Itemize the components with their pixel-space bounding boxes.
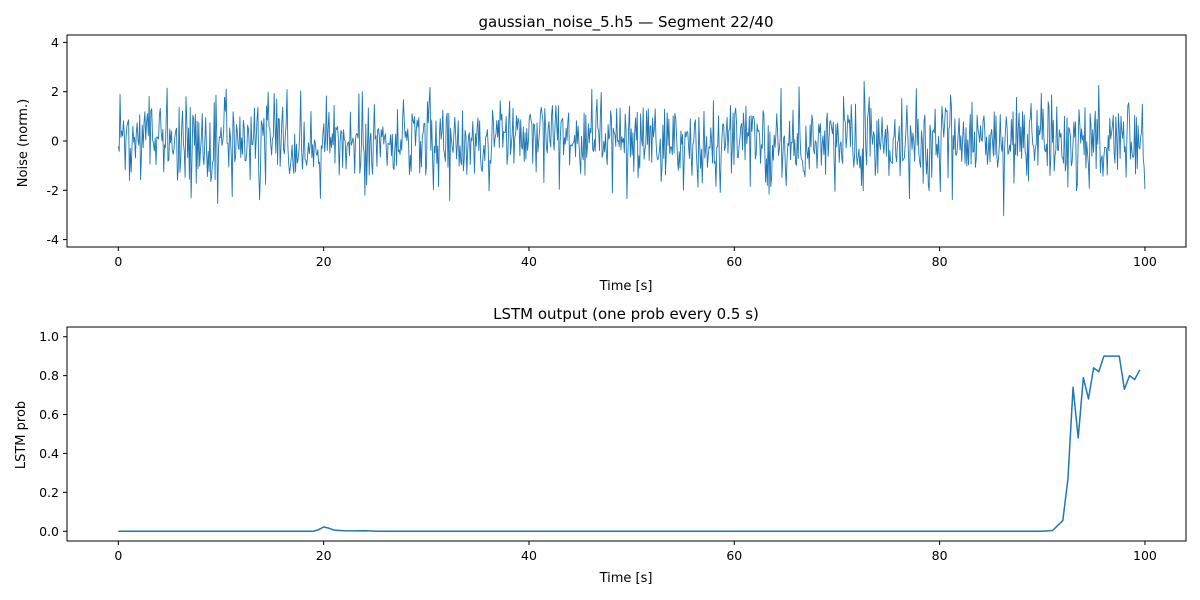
lstm-x-tick-label: 40	[521, 548, 537, 563]
lstm-y-tick-label: 0.6	[39, 407, 59, 422]
lstm-chart-title: LSTM output (one prob every 0.5 s)	[493, 305, 759, 323]
lstm-y-tick-label: 0.0	[39, 524, 59, 539]
lstm-x-tick-label: 0	[114, 548, 122, 563]
noise-x-tick-label: 20	[316, 254, 332, 269]
lstm-y-tick-label: 1.0	[39, 329, 59, 344]
noise-y-tick-label: -2	[47, 183, 59, 198]
lstm-y-tick-label: 0.2	[39, 485, 59, 500]
noise-x-tick-label: 60	[726, 254, 742, 269]
lstm-y-axis-label: LSTM prob	[14, 401, 29, 469]
noise-x-tick-label: 0	[114, 254, 122, 269]
lstm-series-line	[118, 355, 1141, 533]
noise-y-tick-label: 0	[51, 134, 59, 149]
noise-y-tick-label: -4	[47, 232, 60, 247]
noise-y-axis-label: Noise (norm.)	[16, 99, 31, 187]
lstm-y-tick-label: 0.4	[39, 446, 59, 461]
lstm-x-tick-label: 60	[726, 548, 742, 563]
lstm-x-tick-label: 80	[932, 548, 948, 563]
noise-panel: gaussian_noise_5.h5 — Segment 22/40 Time…	[16, 13, 1187, 294]
noise-plot-frame	[66, 34, 1187, 248]
noise-y-tick-label: 2	[51, 84, 59, 99]
noise-x-tick-label: 40	[521, 254, 537, 269]
lstm-panel: LSTM output (one prob every 0.5 s) Time …	[14, 305, 1187, 586]
lstm-y-tick-label: 0.8	[39, 368, 59, 383]
lstm-plot-frame	[66, 326, 1187, 542]
noise-x-tick-label: 80	[932, 254, 948, 269]
noise-x-tick-label: 100	[1133, 254, 1157, 269]
lstm-x-tick-label: 20	[316, 548, 332, 563]
noise-x-axis-label: Time [s]	[599, 279, 653, 294]
noise-series-line	[117, 80, 1146, 217]
noise-y-tick-label: 4	[51, 35, 59, 50]
lstm-x-tick-label: 100	[1133, 548, 1157, 563]
lstm-x-axis-label: Time [s]	[599, 571, 653, 586]
noise-chart-title: gaussian_noise_5.h5 — Segment 22/40	[478, 13, 773, 32]
